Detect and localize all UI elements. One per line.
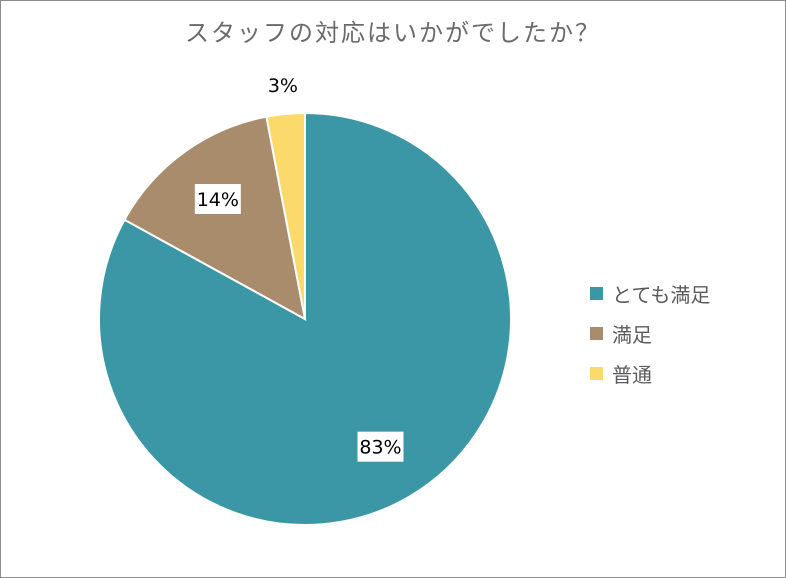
svg-text:3%: 3%	[268, 75, 298, 97]
legend-swatch	[590, 366, 603, 380]
pie-slice-2	[123, 115, 307, 321]
svg-text:14%: 14%	[197, 189, 239, 211]
legend-swatch	[590, 286, 603, 300]
legend-item-1: とても満足	[590, 273, 710, 313]
legend: とても満足 満足 普通	[590, 273, 710, 393]
legend-item-3: 普通	[590, 353, 710, 393]
data-label-3: 3%	[268, 75, 298, 97]
legend-item-2: 満足	[590, 313, 710, 353]
legend-label: 満足	[612, 322, 652, 347]
legend-swatch	[590, 326, 603, 340]
chart-title: スタッフの対応はいかがでしたか？	[185, 19, 601, 47]
data-label-1: 83%	[357, 431, 404, 462]
data-label-2: 14%	[194, 184, 241, 215]
legend-label: 普通	[612, 362, 652, 387]
svg-text:83%: 83%	[359, 437, 401, 459]
pie-slice-3	[265, 111, 306, 320]
legend-label: とても満足	[612, 282, 711, 307]
